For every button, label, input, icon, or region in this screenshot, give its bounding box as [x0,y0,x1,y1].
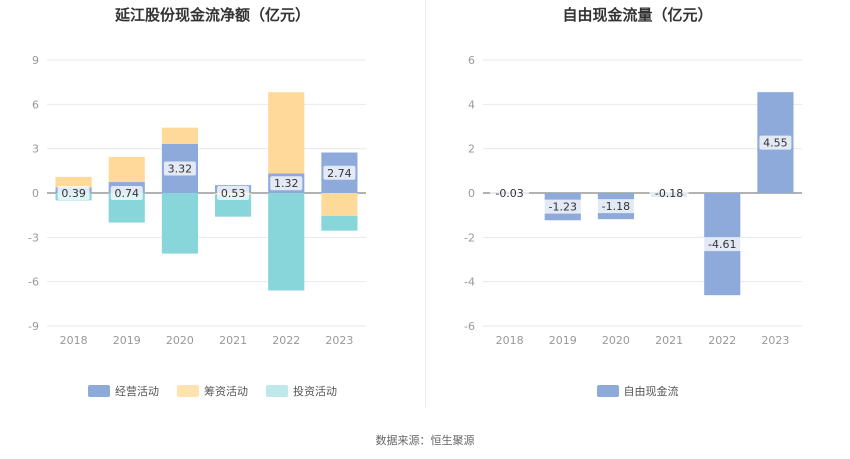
y-tick-label: 3 [32,143,39,156]
y-tick-label: 0 [32,187,39,200]
data-label-bg [759,135,792,150]
y-tick-label: 6 [32,98,39,111]
legend-item-operating[interactable]: 经营活动 [88,383,159,399]
data-label: -0.18 [655,187,683,200]
chart-title: 延江股份现金流净额（亿元） [114,6,310,24]
x-tick-label: 2020 [166,334,194,347]
data-label: -1.18 [602,200,630,213]
data-label: -0.03 [495,187,523,200]
data-label-bg [217,186,250,200]
data-label-bg [596,199,636,214]
chart-title: 自由现金流量（亿元） [562,6,713,24]
data-label: 0.74 [115,187,140,200]
data-label-bg [163,161,196,176]
bar-series-2[interactable] [215,194,252,217]
x-tick-label: 2023 [761,334,789,347]
legend-label: 投资活动 [293,385,337,398]
bar-series-1[interactable] [321,193,358,216]
legend: 自由现金流 [425,383,850,399]
x-tick-label: 2021 [219,334,247,347]
y-tick-label: -2 [464,231,475,244]
y-tick-label: 6 [468,54,475,67]
data-label-bg [490,186,530,200]
data-label: -1.23 [549,201,577,214]
net-cash-flow-chart: 9 6 3 0 -3 -6 -9 2018 2019 2020 2021 2022 2023 0.39 0.… [28,54,366,347]
x-tick-label: 2022 [272,334,300,347]
y-tick-label: 2 [468,143,475,156]
legend-swatch-free-cash-flow [596,385,619,397]
legend-swatch-operating [88,385,110,397]
data-label-bg [702,237,742,252]
y-tick-label: 4 [468,98,475,111]
data-label-bg [323,165,356,180]
x-tick-label: 2022 [708,334,736,347]
y-tick-label: -3 [28,231,39,244]
bar-series-1[interactable] [161,127,198,144]
x-tick-label: 2019 [113,334,141,347]
bar-series-1[interactable] [108,156,145,183]
x-tick-label: 2018 [496,334,524,347]
legend-label: 自由现金流 [623,385,679,398]
data-label: 2.74 [327,167,352,180]
x-tick-label: 2018 [60,334,88,347]
free-cash-flow-chart-panel: 自由现金流量（亿元） 6 4 2 0 -2 -4 -6 2018 2019 2020 2021 202… [425,0,850,410]
legend-item-free-cash-flow[interactable]: 自由现金流 [596,383,679,399]
legend-item-investing[interactable]: 投资活动 [266,383,337,399]
data-label: 0.53 [221,187,246,200]
y-tick-label: 0 [468,187,475,200]
x-tick-label: 2021 [655,334,683,347]
data-label-bg [110,186,143,200]
bar-series-2[interactable] [268,193,305,291]
data-label: 0.39 [61,187,86,200]
data-label: 1.32 [274,177,299,190]
y-tick-label: -4 [464,276,475,289]
legend-swatch-investing [266,385,288,397]
y-tick-label: -6 [28,276,39,289]
data-source: 数据来源：恒生聚源 [375,434,475,447]
net-cash-flow-chart-panel: 延江股份现金流净额（亿元） 9 6 3 0 -3 -6 -9 2018 2019 2020 2021… [0,0,425,410]
legend-label: 经营活动 [115,385,159,398]
y-tick-label: -6 [464,320,475,333]
data-label-bg [543,199,583,214]
data-label-bg [270,176,303,191]
bar-series-1[interactable] [268,92,305,174]
panel-divider [425,0,426,408]
x-tick-label: 2020 [602,334,630,347]
x-tick-label: 2019 [549,334,577,347]
y-tick-label: -9 [28,320,39,333]
bar-series-1[interactable] [55,176,92,188]
data-label-bg [649,186,689,200]
data-label: -4.61 [708,238,736,251]
y-tick-label: 9 [32,54,39,67]
legend-item-financing[interactable]: 筹资活动 [177,383,248,399]
legend: 经营活动 筹资活动 投资活动 [0,383,425,399]
legend-swatch-financing [177,385,199,397]
data-label: 4.55 [763,137,788,150]
data-label: 3.32 [168,162,193,175]
data-label-bg [57,186,90,200]
bar-series-2[interactable] [321,215,358,231]
legend-label: 筹资活动 [204,385,248,398]
free-cash-flow-chart: 6 4 2 0 -2 -4 -6 2018 2019 2020 2021 2022 2023 -0.03 -… [464,54,802,347]
bar-series-2[interactable] [161,193,198,254]
x-tick-label: 2023 [325,334,353,347]
